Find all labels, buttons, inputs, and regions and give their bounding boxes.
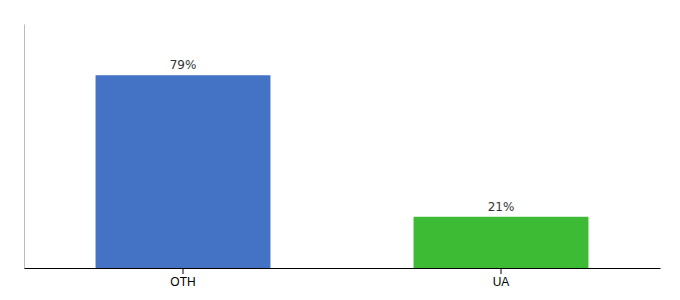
x-tick-mark <box>501 268 502 274</box>
bars <box>96 75 589 268</box>
x-tick-mark <box>183 268 184 274</box>
data-label: 21% <box>488 200 515 214</box>
plot: OTH UA 79% 21% <box>25 25 661 289</box>
y-axis-line <box>24 25 25 269</box>
x-tick-label: OTH <box>170 275 195 289</box>
x-tick: OTH <box>170 268 195 289</box>
y-axis <box>24 25 25 269</box>
bar <box>96 75 271 268</box>
x-tick-label: UA <box>493 275 510 289</box>
data-label: 79% <box>170 58 197 72</box>
data-labels: 79% 21% <box>170 58 515 214</box>
x-tick: UA <box>493 268 510 289</box>
x-axis-line <box>25 268 661 269</box>
bar <box>414 217 589 268</box>
x-axis: OTH UA <box>25 268 661 289</box>
chart: OTH UA 79% 21% <box>0 0 680 300</box>
